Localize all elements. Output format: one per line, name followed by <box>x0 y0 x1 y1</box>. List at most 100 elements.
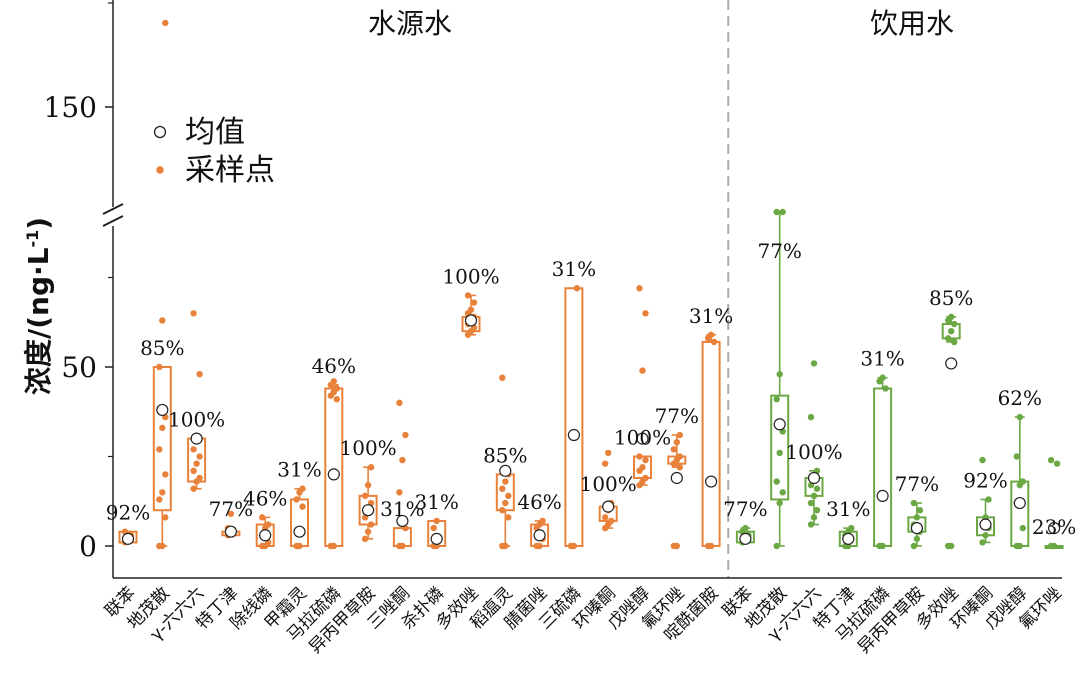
sample-point <box>676 464 683 471</box>
pct-label: 23% <box>1032 515 1076 539</box>
y-tick-label: 0 <box>79 530 97 563</box>
pct-label: 46% <box>312 354 356 378</box>
sample-point <box>505 514 512 521</box>
sample-point <box>159 424 166 432</box>
mean-marker <box>362 504 375 517</box>
pct-label: 77% <box>895 472 939 496</box>
pct-label: 85% <box>929 286 973 310</box>
sample-point <box>399 542 406 550</box>
axis-break-mark <box>102 203 124 215</box>
mean-marker <box>430 532 443 545</box>
sample-point <box>190 446 197 453</box>
sample-point <box>948 313 955 321</box>
sample-point <box>642 456 649 464</box>
sample-point <box>573 285 581 292</box>
group-title-drinking: 饮用水 <box>870 7 954 40</box>
pct-label: 92% <box>963 468 1007 492</box>
sample-point <box>985 496 992 503</box>
sample-point <box>156 496 163 503</box>
sample-point <box>536 542 543 550</box>
sample-point <box>673 438 680 446</box>
sample-point <box>196 453 203 460</box>
y-axis-label: 浓度/(ng·L-1) <box>22 217 55 395</box>
sample-point <box>159 317 166 324</box>
box <box>1010 480 1030 547</box>
pct-label: 77% <box>209 497 253 521</box>
mean-marker <box>464 314 478 327</box>
mean-marker <box>1047 521 1061 535</box>
mean-marker <box>773 418 786 431</box>
mean-marker <box>739 532 752 545</box>
axes: 0 50 150 浓度/(ng·L-1) <box>22 0 1062 579</box>
sample-point <box>333 396 340 403</box>
sample-point <box>364 481 372 489</box>
sample-points <box>121 19 1061 550</box>
sample-point <box>367 521 375 528</box>
group-title-source: 水源水 <box>368 7 452 40</box>
sample-point <box>293 496 300 503</box>
group-titles: 水源水 饮用水 <box>368 7 954 40</box>
sample-point <box>810 492 818 500</box>
sample-point <box>742 524 749 532</box>
mean-marker <box>910 521 924 535</box>
pct-label: 100% <box>580 472 637 496</box>
sample-point <box>539 517 546 525</box>
sample-point <box>265 521 272 528</box>
sample-point <box>499 374 506 381</box>
sample-point <box>156 363 163 371</box>
sample-point <box>333 385 340 392</box>
sample-point <box>156 446 163 453</box>
sample-point <box>810 514 818 521</box>
sample-point <box>670 446 677 453</box>
mean-marker <box>259 529 272 542</box>
sample-point <box>776 370 783 378</box>
sample-point <box>330 378 337 385</box>
sample-point <box>710 338 718 346</box>
sample-point <box>162 19 169 27</box>
box <box>701 340 721 547</box>
mean-marker <box>224 525 237 538</box>
pct-label: 31% <box>689 304 733 328</box>
pct-label: 77% <box>757 239 801 263</box>
mean-marker <box>1013 496 1026 510</box>
y-tick-label: 50 <box>61 351 97 384</box>
sample-point <box>807 499 815 507</box>
sample-point <box>1053 460 1061 467</box>
sample-point <box>605 449 612 457</box>
pct-label: 77% <box>655 404 699 428</box>
sample-point <box>433 517 440 525</box>
pct-label: 77% <box>723 497 767 521</box>
sample-point <box>639 367 646 374</box>
sample-point <box>707 542 715 550</box>
sample-point <box>1019 524 1026 532</box>
sample-point <box>1013 453 1020 460</box>
sample-point <box>299 503 306 510</box>
sample-point <box>673 542 680 550</box>
sample-point <box>196 370 203 378</box>
box <box>187 437 207 483</box>
sample-point <box>879 542 886 550</box>
legend-mean-label: 均值 <box>185 115 245 150</box>
sample-point <box>707 331 715 338</box>
box <box>324 387 344 548</box>
sample-point <box>879 374 886 381</box>
sample-point <box>227 510 235 517</box>
sample-point <box>470 299 478 306</box>
sample-point <box>299 485 306 492</box>
y-tick-label: 150 <box>44 91 97 124</box>
box <box>152 366 172 512</box>
sample-point <box>396 489 403 496</box>
sample-point <box>807 413 815 421</box>
mean-marker <box>807 471 821 485</box>
pct-label: 100% <box>442 264 499 288</box>
sample-point <box>361 535 369 543</box>
sample-point <box>910 542 918 550</box>
legend-sample-label: 采样点 <box>185 153 275 188</box>
sample-point <box>467 306 475 313</box>
sample-point <box>882 385 889 392</box>
pct-label: 46% <box>243 486 287 510</box>
pct-label: 31% <box>826 497 870 521</box>
pct-label: 31% <box>277 458 321 482</box>
sample-point <box>642 310 649 317</box>
